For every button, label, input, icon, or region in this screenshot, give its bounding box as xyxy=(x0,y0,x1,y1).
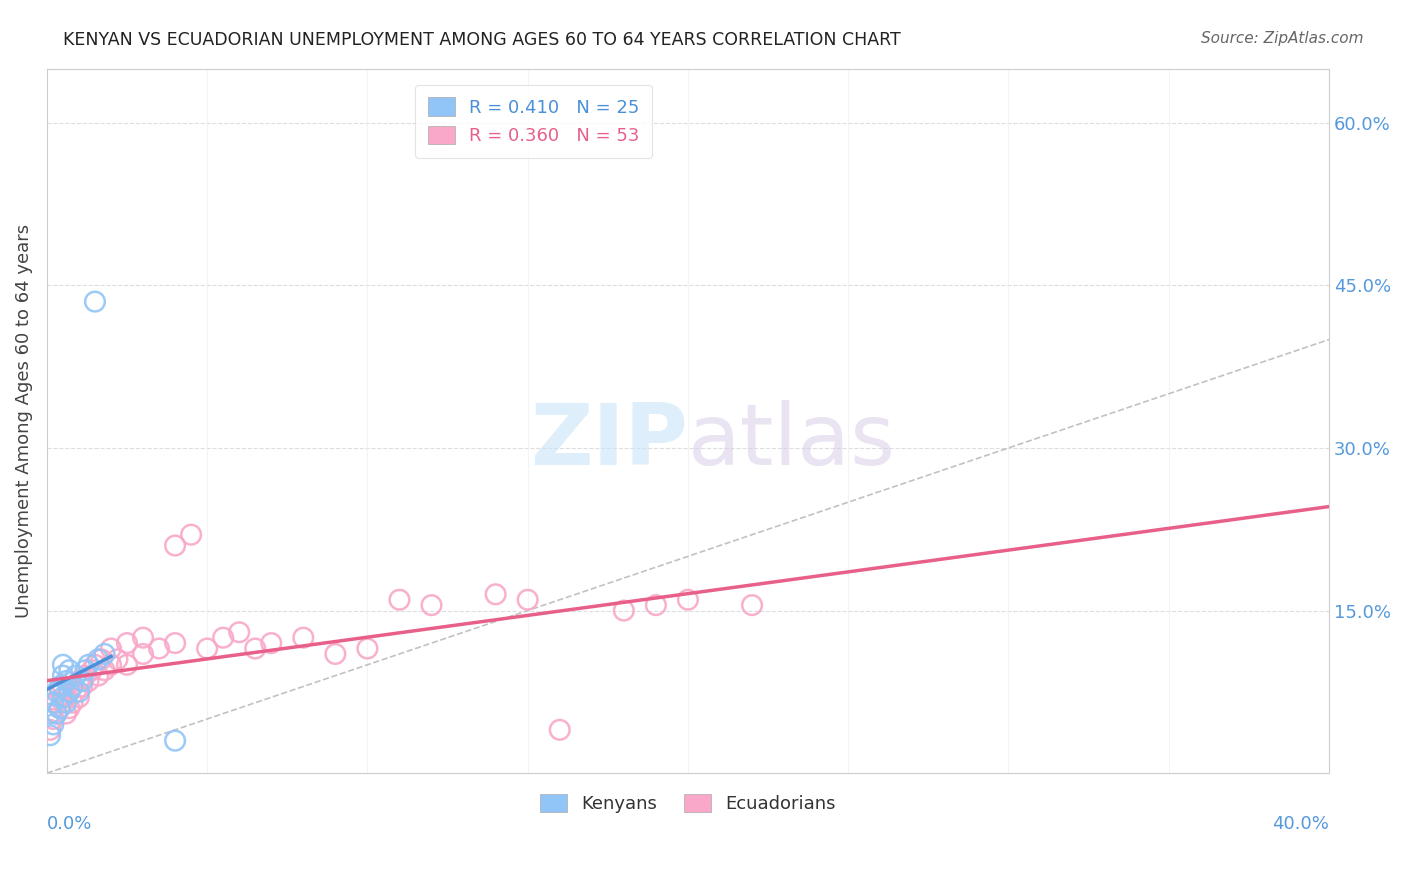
Point xyxy=(55,673,77,688)
Point xyxy=(42,712,65,726)
Text: atlas: atlas xyxy=(688,401,896,483)
Point xyxy=(132,647,155,661)
Point xyxy=(67,673,90,688)
Point xyxy=(67,685,90,699)
Point xyxy=(613,603,636,617)
Point xyxy=(87,652,110,666)
Point xyxy=(58,701,80,715)
Point xyxy=(80,663,103,677)
Legend: Kenyans, Ecuadorians: Kenyans, Ecuadorians xyxy=(533,787,844,821)
Text: Source: ZipAtlas.com: Source: ZipAtlas.com xyxy=(1201,31,1364,46)
Point xyxy=(52,690,75,705)
Point xyxy=(52,680,75,694)
Point xyxy=(58,685,80,699)
Point xyxy=(100,657,122,672)
Point xyxy=(48,701,70,715)
Point xyxy=(548,723,571,737)
Point xyxy=(65,668,87,682)
Point xyxy=(52,696,75,710)
Point xyxy=(45,696,67,710)
Point xyxy=(676,592,699,607)
Point xyxy=(45,685,67,699)
Point xyxy=(84,657,107,672)
Point xyxy=(115,636,138,650)
Point xyxy=(77,657,100,672)
Point xyxy=(48,685,70,699)
Point xyxy=(245,641,267,656)
Point xyxy=(165,539,187,553)
Point xyxy=(93,647,115,661)
Point xyxy=(75,668,97,682)
Y-axis label: Unemployment Among Ages 60 to 64 years: Unemployment Among Ages 60 to 64 years xyxy=(15,224,32,618)
Point xyxy=(420,598,443,612)
Point xyxy=(292,631,315,645)
Point xyxy=(93,663,115,677)
Point xyxy=(195,641,218,656)
Point xyxy=(77,673,100,688)
Point xyxy=(148,641,170,656)
Point xyxy=(62,696,84,710)
Point xyxy=(388,592,411,607)
Point xyxy=(55,706,77,721)
Point xyxy=(356,641,378,656)
Point xyxy=(65,685,87,699)
Point xyxy=(75,663,97,677)
Text: 0.0%: 0.0% xyxy=(46,815,93,833)
Point xyxy=(42,696,65,710)
Text: KENYAN VS ECUADORIAN UNEMPLOYMENT AMONG AGES 60 TO 64 YEARS CORRELATION CHART: KENYAN VS ECUADORIAN UNEMPLOYMENT AMONG … xyxy=(63,31,901,49)
Point xyxy=(165,636,187,650)
Point xyxy=(485,587,508,601)
Point xyxy=(55,696,77,710)
Text: 40.0%: 40.0% xyxy=(1272,815,1329,833)
Point xyxy=(62,680,84,694)
Point xyxy=(644,598,666,612)
Point xyxy=(132,631,155,645)
Text: ZIP: ZIP xyxy=(530,401,688,483)
Point xyxy=(39,728,62,742)
Point xyxy=(52,657,75,672)
Point xyxy=(52,668,75,682)
Point xyxy=(115,657,138,672)
Point xyxy=(70,680,93,694)
Point xyxy=(180,527,202,541)
Point xyxy=(39,706,62,721)
Point xyxy=(165,733,187,747)
Point xyxy=(45,706,67,721)
Point xyxy=(45,706,67,721)
Point xyxy=(55,690,77,705)
Point xyxy=(260,636,283,650)
Point xyxy=(67,690,90,705)
Point xyxy=(39,723,62,737)
Point xyxy=(228,625,250,640)
Point xyxy=(70,673,93,688)
Point xyxy=(100,641,122,656)
Point xyxy=(325,647,347,661)
Point xyxy=(62,680,84,694)
Point xyxy=(90,652,112,666)
Point xyxy=(107,652,129,666)
Point xyxy=(516,592,538,607)
Point xyxy=(48,701,70,715)
Point xyxy=(84,294,107,309)
Point xyxy=(58,663,80,677)
Point xyxy=(42,717,65,731)
Point xyxy=(212,631,235,645)
Point xyxy=(48,680,70,694)
Point xyxy=(58,685,80,699)
Point xyxy=(87,668,110,682)
Point xyxy=(741,598,763,612)
